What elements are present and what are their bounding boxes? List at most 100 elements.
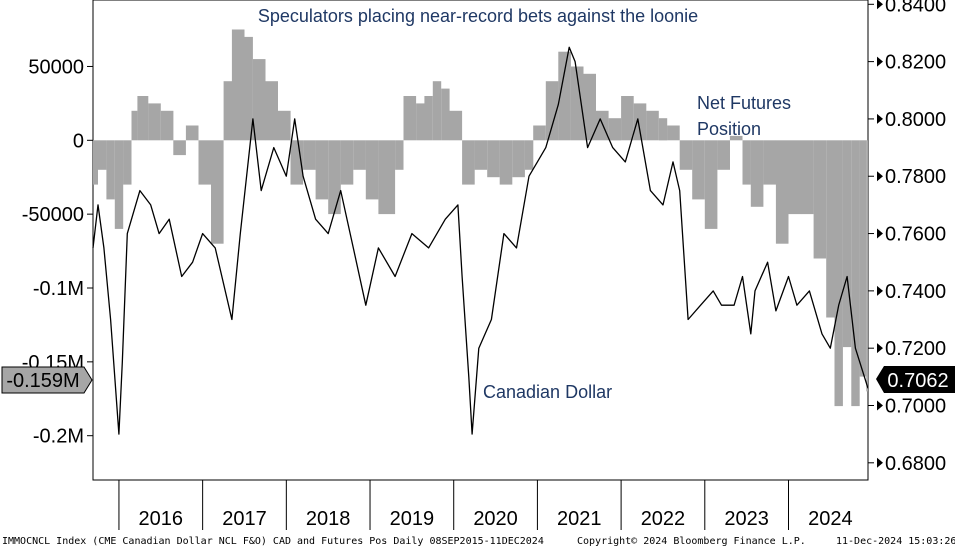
footer-timestamp: 11-Dec-2024 15:03:26 (836, 536, 955, 547)
net-futures-bar (851, 140, 860, 407)
net-futures-bar (252, 59, 266, 141)
net-futures-bars (93, 29, 868, 407)
right-tick-label: 0.8200 (885, 52, 946, 74)
net-futures-bar (866, 140, 868, 392)
net-futures-bar (842, 140, 852, 348)
year-label: 2022 (641, 508, 686, 530)
net-futures-bar (365, 140, 379, 200)
net-futures-bar (633, 103, 647, 141)
net-futures-bar (432, 81, 442, 141)
net-futures-bar (646, 110, 659, 141)
left-tick-label: -0.2M (33, 426, 84, 448)
net-futures-bar (834, 140, 843, 407)
net-futures-bar (608, 118, 622, 141)
net-futures-bar (692, 140, 705, 200)
year-label: 2019 (390, 508, 435, 530)
footer-source: IMMOCNCL Index (CME Canadian Dollar NCL … (2, 536, 544, 547)
net-futures-bar (621, 96, 634, 141)
net-futures-bar (524, 140, 534, 170)
net-futures-bar (596, 110, 609, 141)
left-tick-label: -0.1M (33, 278, 84, 300)
right-tick-arrow (877, 457, 883, 468)
net-futures-bar (160, 110, 174, 141)
right-tick-label: 0.7400 (885, 281, 946, 303)
net-futures-bar (729, 135, 743, 141)
net-futures-bar (775, 140, 789, 244)
net-futures-bar (93, 140, 98, 185)
net-futures-bar (533, 125, 546, 141)
net-futures-bar (462, 140, 475, 185)
net-futures-bar (353, 140, 366, 170)
net-futures-bar (424, 96, 433, 141)
net-futures-bar (704, 140, 718, 229)
year-label: 2020 (473, 508, 518, 530)
net-futures-bar (499, 140, 513, 185)
right-tick-label: 0.7000 (885, 395, 946, 417)
net-futures-bar (106, 140, 115, 200)
right-tick-arrow (877, 343, 883, 354)
left-last-value-text: -0.159M (6, 370, 79, 392)
canadian-dollar-line (92, 46, 869, 435)
net-futures-bar (315, 140, 329, 200)
right-last-value-tag: 0.7062 (876, 366, 955, 393)
net-futures-bar (123, 140, 132, 185)
right-tick-arrow (877, 228, 883, 239)
year-label: 2021 (557, 508, 602, 530)
right-tick-label: 0.7600 (885, 224, 946, 246)
net-futures-bar (658, 118, 668, 141)
net-futures-bar (441, 88, 450, 141)
net-futures-bar (512, 140, 525, 178)
bars-annotation-line2: Position (697, 119, 761, 139)
x-axis: 2016 2017 2018 2019 2020 2021 2022 2023 2024 (118, 480, 853, 530)
right-tick-label: 0.8000 (885, 109, 946, 131)
net-futures-bar (395, 140, 404, 170)
bars-annotation-line1: Net Futures (697, 93, 791, 113)
right-tick-arrow (877, 285, 883, 296)
net-futures-bar (328, 140, 341, 215)
net-futures-bar (717, 140, 730, 170)
right-tick-arrow (877, 171, 883, 182)
net-futures-bar (487, 140, 500, 178)
left-tick-label: -50000 (22, 204, 84, 226)
year-label: 2018 (306, 508, 351, 530)
net-futures-bar (667, 125, 680, 141)
net-futures-bar (340, 140, 354, 185)
net-futures-bar (750, 140, 764, 207)
left-tick-label: 50000 (28, 56, 84, 78)
net-futures-bar (826, 140, 835, 318)
left-tick-label: 0 (73, 130, 84, 152)
right-tick-label: 0.6800 (885, 453, 946, 475)
net-futures-bar (244, 36, 253, 141)
net-futures-bar (813, 140, 827, 259)
net-futures-bar (231, 29, 245, 141)
net-futures-bar (378, 140, 396, 215)
year-label: 2017 (222, 508, 267, 530)
net-futures-bar (583, 73, 596, 141)
net-futures-bar (801, 140, 814, 215)
net-futures-bar (474, 140, 488, 170)
net-futures-bar (185, 125, 199, 141)
net-futures-bar (98, 140, 107, 170)
right-tick-arrow (877, 113, 883, 124)
net-futures-bar (788, 140, 802, 215)
net-futures-bar (137, 96, 149, 141)
net-futures-bar (265, 81, 278, 141)
net-futures-bar (558, 51, 571, 141)
net-futures-bar (114, 140, 124, 229)
right-last-value-tag-shape (876, 366, 955, 393)
year-label: 2016 (139, 508, 184, 530)
chart-title: Speculators placing near-record bets aga… (258, 6, 698, 26)
right-tick-arrow (877, 0, 883, 10)
net-futures-bar (403, 96, 417, 141)
right-axis: 0.8400 0.8200 0.8000 0.7800 0.7600 0.7400 0.72… (868, 0, 946, 475)
net-futures-bar (148, 103, 161, 141)
canadian-dollar-line-group (92, 46, 869, 435)
right-tick-arrow (877, 56, 883, 67)
net-futures-bar (211, 140, 224, 244)
year-label: 2023 (724, 508, 769, 530)
net-futures-bar (449, 110, 463, 141)
net-futures-bar (278, 110, 291, 141)
year-label: 2024 (808, 508, 853, 530)
net-futures-bar (173, 140, 186, 156)
